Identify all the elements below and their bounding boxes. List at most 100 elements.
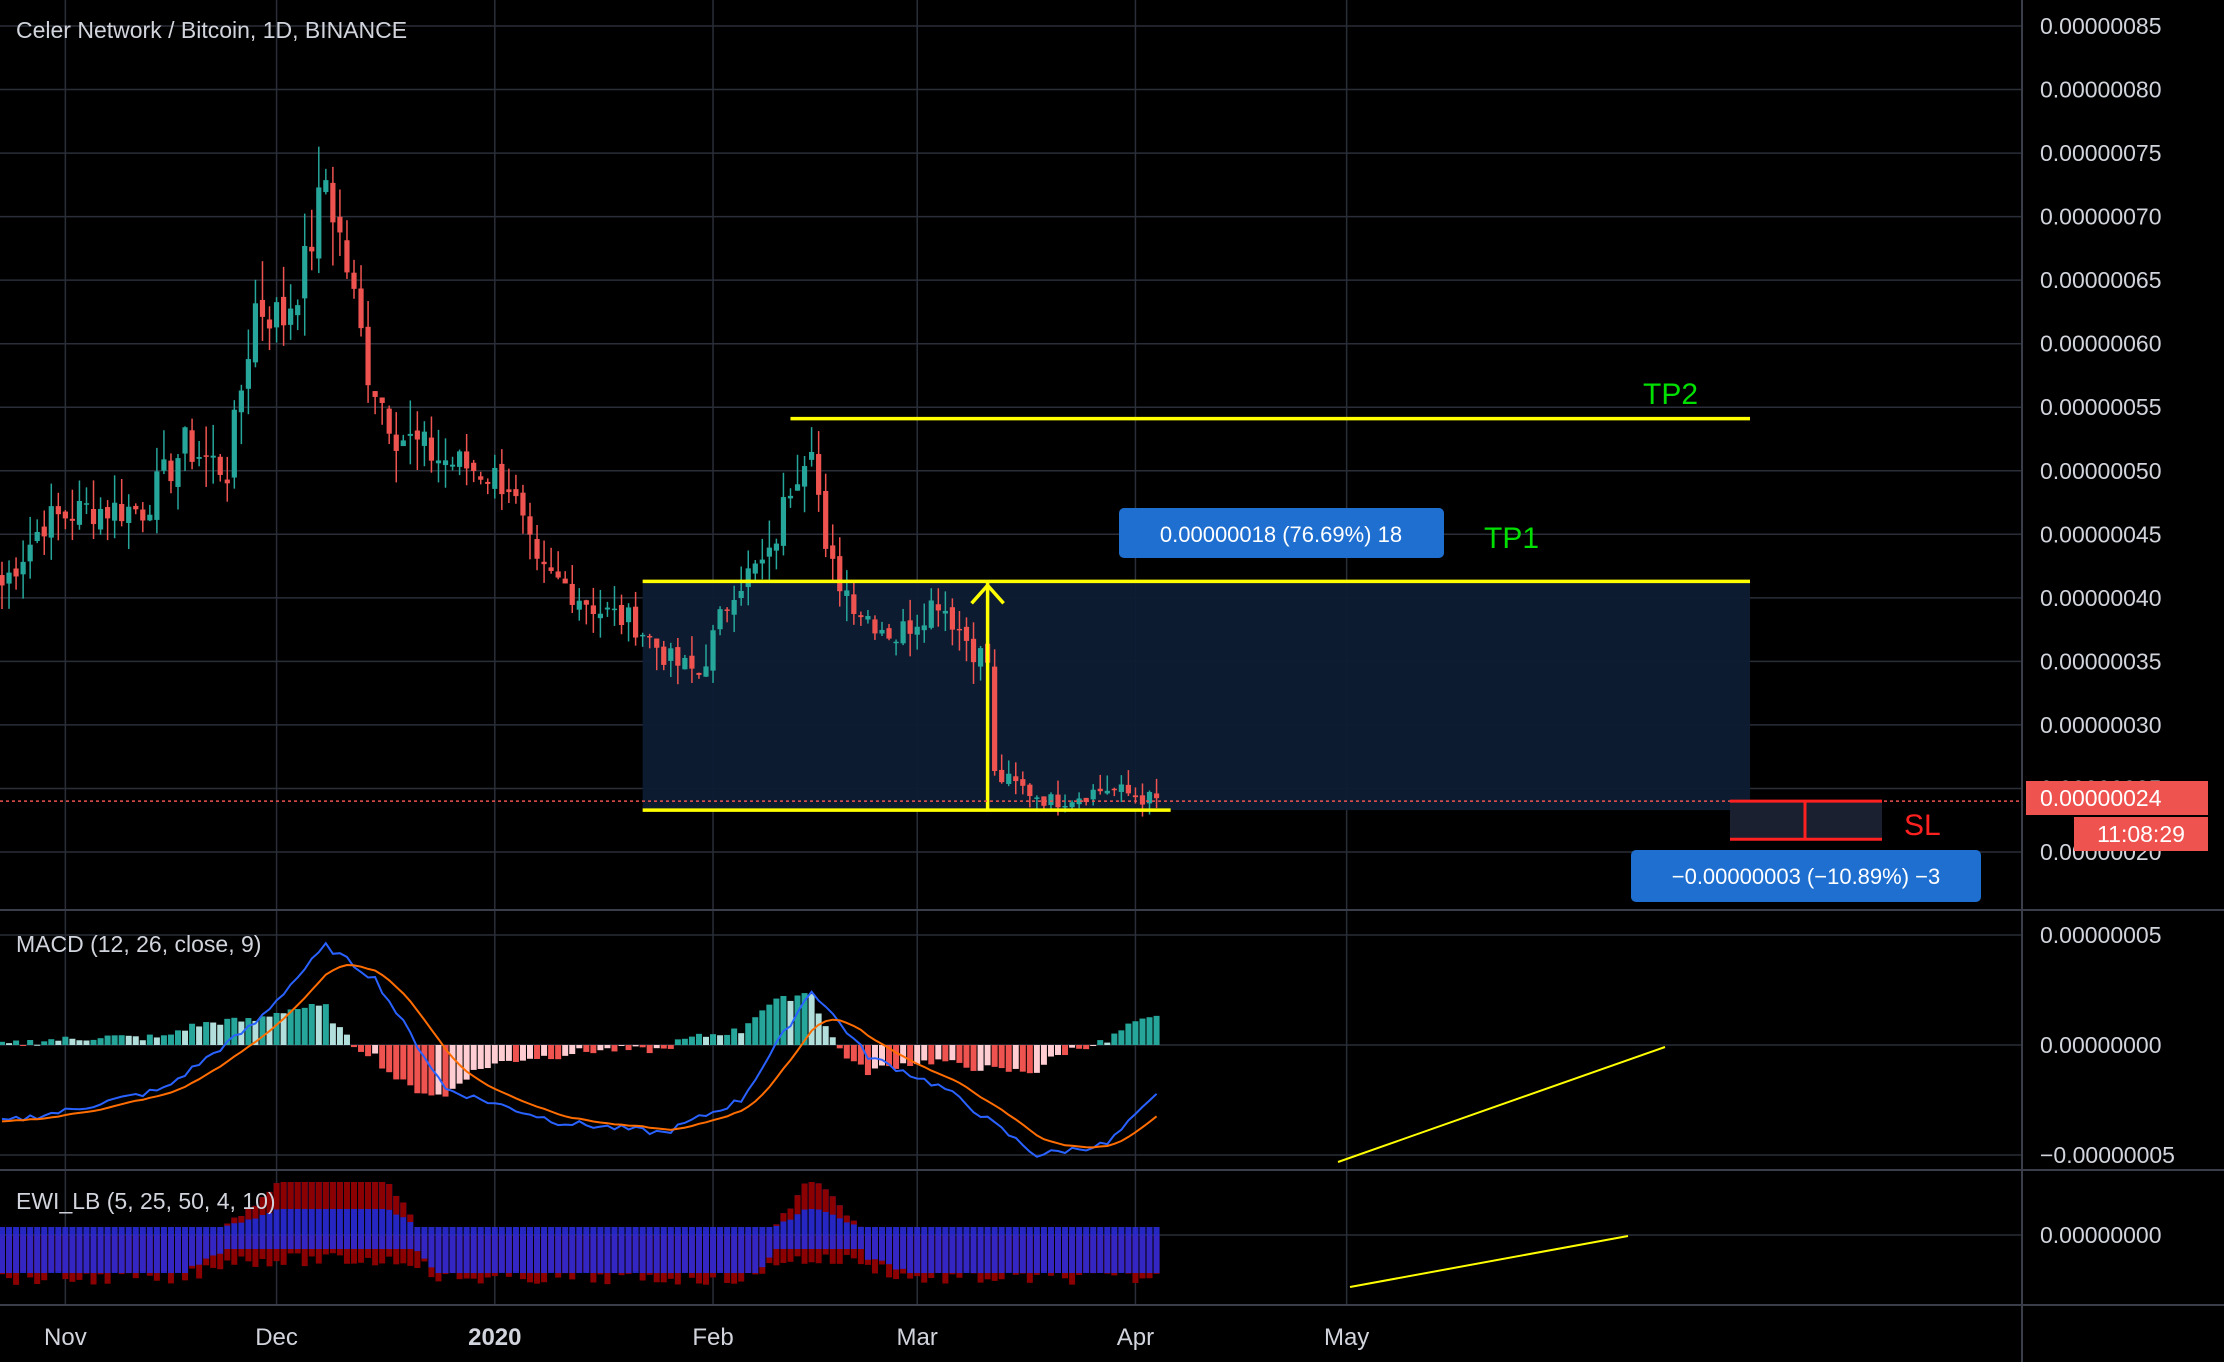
candle-body [20,561,26,575]
candle-body [548,567,554,571]
ewi-bar [1146,1227,1153,1273]
candle-body [154,471,160,520]
ewi-bar [717,1227,724,1273]
ewi-bar [351,1235,357,1264]
macd-histogram-bar [639,1045,646,1048]
candle-body [196,456,202,459]
macd-histogram-bar [512,1045,519,1062]
ewi-bar [1019,1227,1026,1273]
signal-line [1,963,1158,1149]
ewi-bar [695,1227,702,1273]
ewi-bar [759,1227,766,1268]
ewi-bar [604,1227,611,1273]
price-levels [0,416,2022,841]
candle-body [97,508,104,530]
macd-histogram-bar [301,1007,308,1045]
candle-body [457,451,463,467]
macd-histogram-bar [315,1005,322,1045]
macd-histogram-bar [759,1010,766,1045]
measure-up-text: 0.00000018 (76.69%) 18 [1160,522,1402,547]
candle-body [1139,795,1146,805]
ewi-bar [512,1227,519,1273]
ewi-bar [822,1189,829,1249]
macd-histogram-bar [745,1023,752,1045]
candle-body [414,430,420,440]
ewi-bar [153,1227,160,1273]
ewi-bar [836,1205,843,1219]
ewi-bar [386,1183,393,1249]
ewi-bar [132,1227,139,1273]
ewi-bar [1076,1227,1083,1273]
macd-histogram-bar [118,1035,125,1045]
ewi-bar [850,1220,857,1225]
ewi-bar [252,1235,259,1267]
macd-histogram-bar [505,1045,512,1061]
ewi-bar [463,1227,470,1273]
candle-body [823,490,829,549]
macd-histogram-bar [470,1045,477,1070]
macd-tick-label: −0.00000005 [2040,1142,2175,1168]
ewi-bar [245,1208,252,1249]
ewi-bar [111,1227,118,1273]
time-tick-label: May [1324,1324,1369,1351]
macd-histogram-bar [484,1045,491,1069]
ewi-bar [203,1227,210,1259]
macd-histogram-bar [428,1045,435,1096]
candle-body [1076,798,1082,805]
macd-histogram-bar [365,1045,372,1057]
time-tick-label: Dec [255,1324,298,1351]
time-tick-label: 2020 [468,1324,521,1351]
axes: 0.00000085 0.00000080 0.00000075 0.00000070… [44,13,2175,1351]
macd-histogram-bar [541,1045,548,1056]
macd-histogram-bar [322,1004,329,1045]
candle-body [625,607,632,623]
ewi-bar [280,1235,287,1265]
macd-histogram-bar [1104,1042,1111,1045]
candle-body [499,463,505,495]
candle-body [928,600,934,628]
candle-body [865,615,871,620]
candle-body [1069,802,1075,808]
ewi-bar [893,1227,900,1270]
ewi-bar [76,1227,83,1273]
macd-histogram-bar [477,1045,484,1069]
price-tick-label: 0.00000030 [2040,712,2162,738]
ewi-bar [365,1182,372,1249]
candle-body [351,272,357,289]
ewi-bar [653,1227,660,1273]
ewi-bar [379,1235,386,1264]
ewi-bar [498,1227,505,1273]
ewi-bar [1047,1227,1054,1273]
target-zone [642,581,1750,811]
candle-body [48,506,54,538]
candle-body [851,594,857,614]
ewi-bar [597,1227,604,1273]
ewi-bar [48,1227,55,1273]
ewi-bar [407,1214,414,1223]
candle-body [527,516,533,535]
ewi-bar [738,1227,745,1273]
ewi-bar [780,1213,787,1249]
macd-histogram-bar [688,1036,695,1045]
ewi-bar [421,1227,428,1259]
ewi-bar [822,1189,829,1212]
ewi-bar [1055,1227,1061,1273]
macd-histogram-bar [1125,1023,1132,1045]
ewi-bar [681,1227,688,1273]
macd-pane [0,941,1666,1163]
ewi-bar [266,1191,273,1213]
candle-body [661,646,667,665]
candle-body [259,299,266,317]
candle-body [604,607,611,610]
candle-body [386,408,392,434]
candle-body [442,460,449,466]
macd-histogram-bar [977,1045,984,1071]
macd-histogram-bar [942,1045,949,1062]
candle-body [6,572,12,584]
ewi-bar [815,1183,822,1210]
macd-histogram-bar [210,1022,217,1045]
macd-histogram-bar [879,1045,885,1066]
macd-histogram-bar [548,1045,555,1060]
ewi-bar [773,1235,780,1266]
